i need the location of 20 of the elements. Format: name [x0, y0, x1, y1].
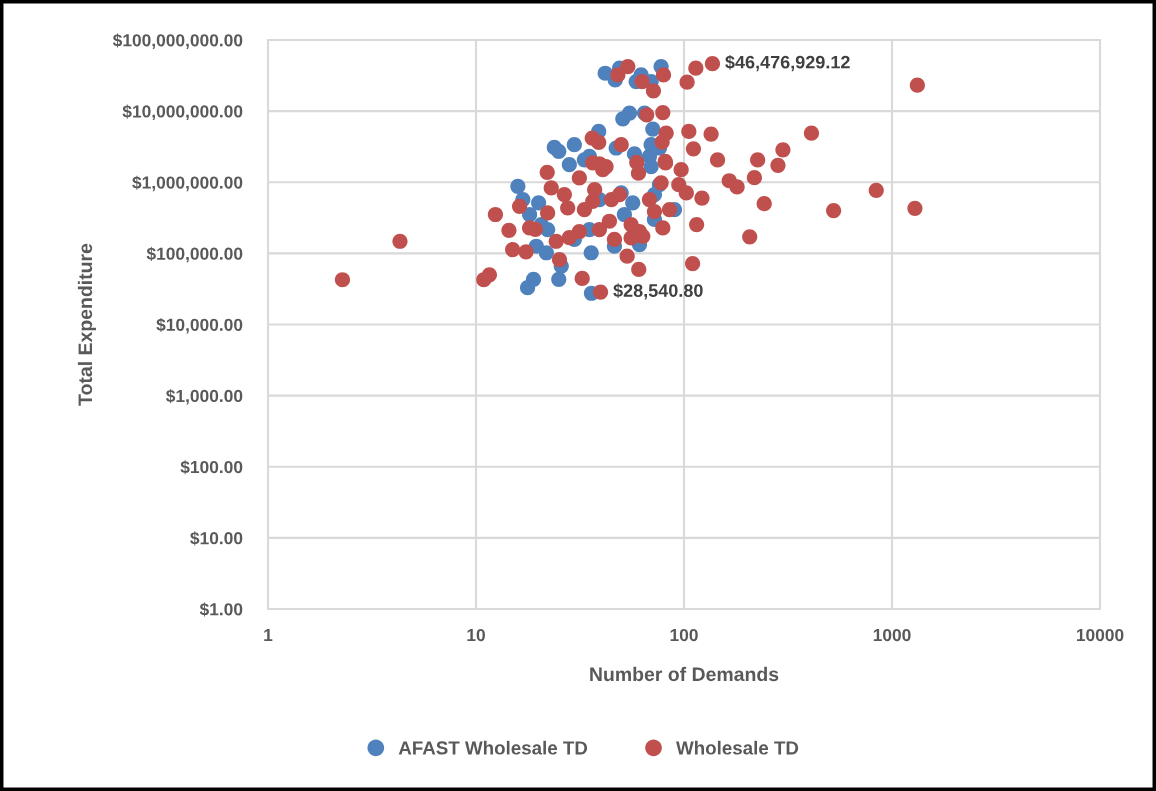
y-tick-label: $10,000,000.00 — [122, 104, 243, 121]
y-tick-label: $1,000.00 — [166, 389, 243, 405]
y-tick-label: $1,000,000.00 — [132, 175, 243, 192]
y-tick-label: $100.00 — [180, 460, 243, 475]
x-tick-label: 1000 — [873, 628, 911, 642]
annotation: $28,540.80 — [613, 283, 703, 300]
x-tick-label: 100 — [670, 628, 698, 642]
y-axis-title: Total Expenditure — [77, 243, 97, 406]
y-tick-label: $100,000.00 — [146, 246, 243, 263]
legend-label: Wholesale TD — [676, 740, 799, 755]
x-tick-label: 1 — [264, 629, 273, 642]
x-axis-title: Number of Demands — [590, 666, 779, 682]
legend-label: AFAST Wholesale TD — [398, 740, 588, 755]
annotation: $46,476,929.12 — [725, 54, 850, 72]
y-tick-label: $10.00 — [190, 531, 243, 546]
y-tick-label: $10,000.00 — [156, 317, 243, 334]
x-tick-label: 10000 — [1076, 628, 1124, 642]
y-tick-label: $100,000,000.00 — [112, 33, 243, 49]
y-tick-label: $1.00 — [199, 602, 243, 617]
x-tick-label: 10 — [467, 628, 485, 642]
